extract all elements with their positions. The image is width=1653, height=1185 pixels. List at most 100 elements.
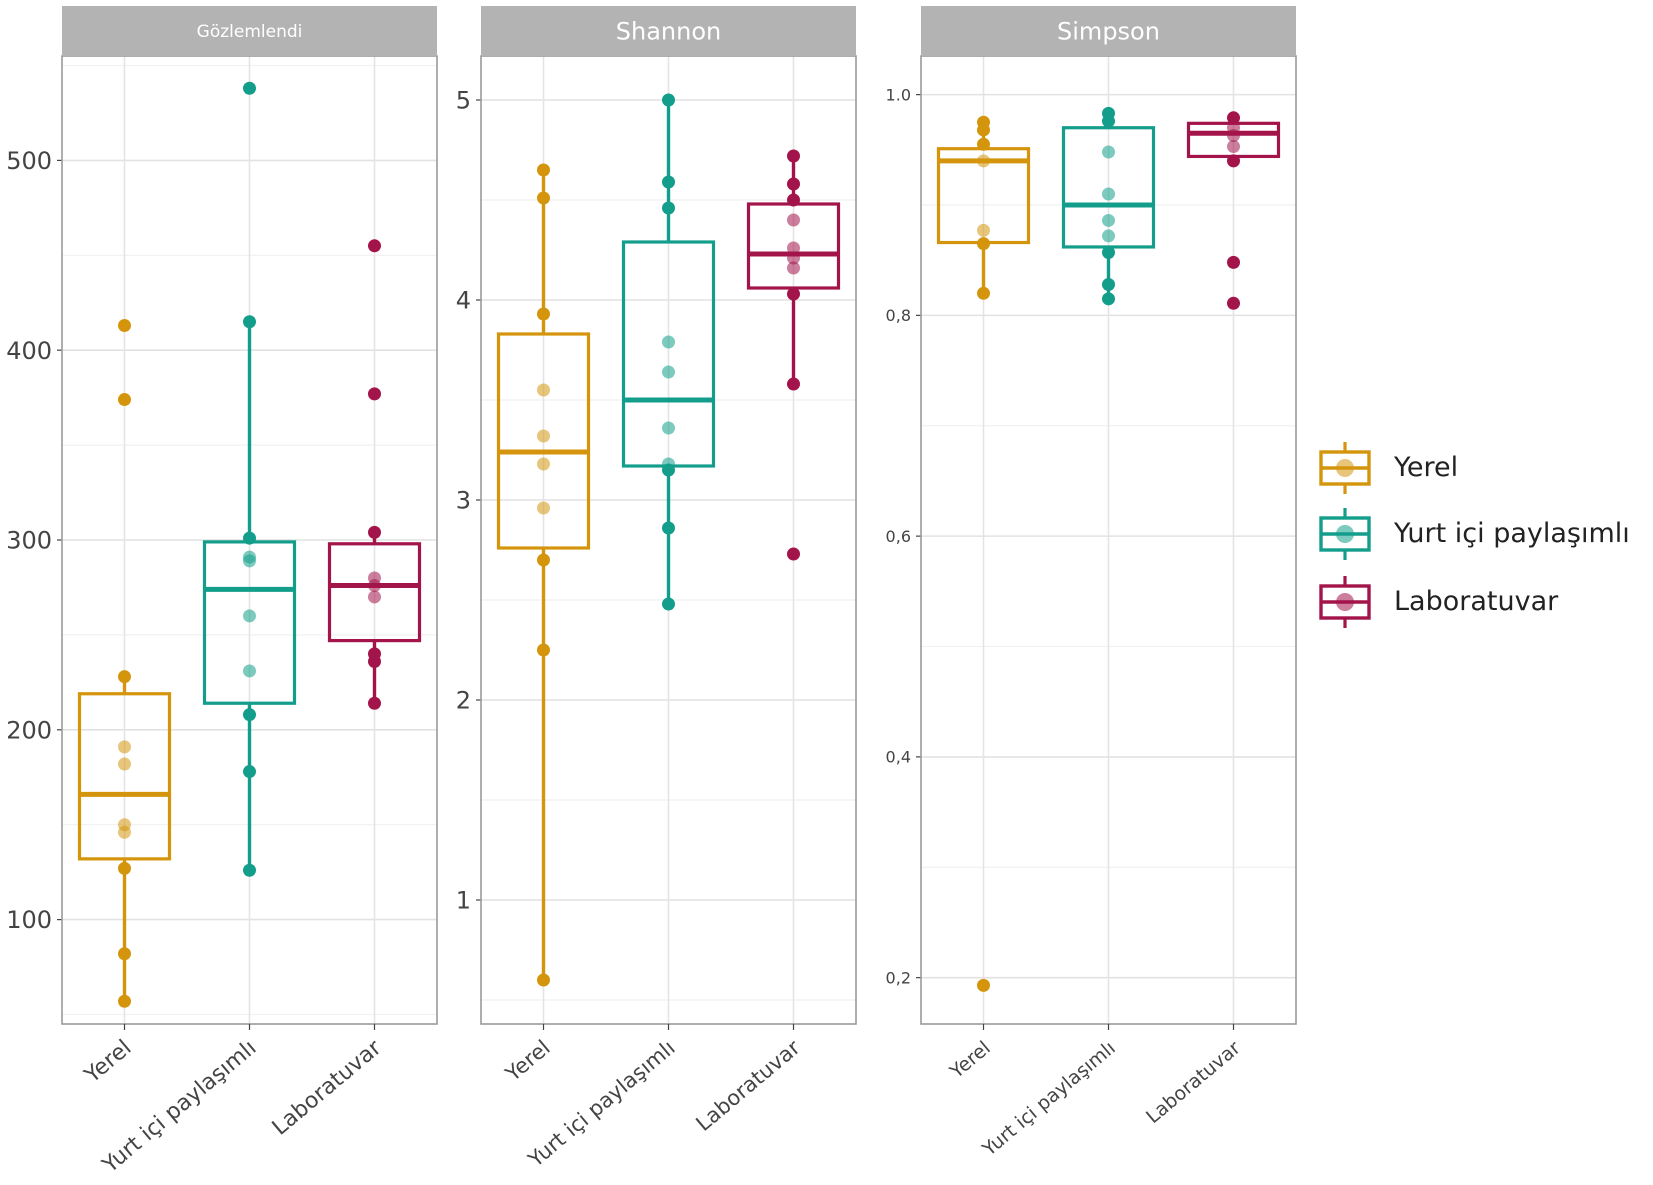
data-point bbox=[243, 554, 256, 568]
data-point bbox=[368, 579, 381, 593]
legend-key-laboratuvar bbox=[1319, 576, 1371, 628]
y-tick-label-simpson: 0,4 bbox=[886, 748, 911, 767]
facet-strip-title-gozlemlendi: Gözlemlendi bbox=[197, 22, 303, 42]
data-point bbox=[537, 163, 550, 177]
facet-strip-title-simpson: Simpson bbox=[1057, 18, 1160, 46]
data-point bbox=[368, 696, 381, 710]
data-point bbox=[1227, 111, 1240, 125]
y-tick-label-simpson: 0,2 bbox=[886, 968, 911, 987]
data-point bbox=[368, 525, 381, 539]
x-tick-label-yerel: Yerel bbox=[945, 1037, 994, 1084]
x-tick-label-laboratuvar: Laboratuvar bbox=[1142, 1037, 1245, 1128]
data-point bbox=[118, 740, 131, 754]
data-point bbox=[787, 177, 800, 191]
data-point bbox=[537, 973, 550, 987]
data-point bbox=[1102, 277, 1115, 291]
data-point bbox=[787, 377, 800, 391]
data-point bbox=[787, 547, 800, 561]
data-point bbox=[243, 531, 256, 545]
data-point bbox=[787, 149, 800, 163]
data-point bbox=[537, 457, 550, 471]
data-point bbox=[1227, 140, 1240, 154]
data-point bbox=[662, 597, 675, 611]
y-tick-label-shannon: 4 bbox=[456, 287, 471, 315]
legend-key-yurt-ici-paylasimli bbox=[1319, 508, 1371, 560]
data-point bbox=[118, 947, 131, 961]
legend-item-yerel: Yerel bbox=[1318, 440, 1648, 496]
data-point bbox=[243, 315, 256, 329]
x-tick-label-laboratuvar: Laboratuvar bbox=[268, 1035, 387, 1141]
data-point bbox=[787, 213, 800, 227]
facet-strip-title-shannon: Shannon bbox=[616, 18, 721, 46]
data-point bbox=[977, 978, 990, 992]
box-yerel bbox=[496, 163, 591, 987]
legend-label-laboratuvar: Laboratuvar bbox=[1394, 586, 1559, 617]
data-point bbox=[537, 191, 550, 205]
x-tick-label-yurt-ici-paylasimli: Yurt içi paylaşımlı bbox=[978, 1037, 1120, 1161]
box-yerel bbox=[77, 319, 172, 1008]
data-point bbox=[787, 241, 800, 255]
box-laboratuvar bbox=[327, 239, 422, 710]
data-point bbox=[368, 654, 381, 668]
legend-key-point bbox=[1336, 459, 1354, 477]
box-laboratuvar bbox=[746, 149, 841, 561]
legend-key-point bbox=[1336, 593, 1354, 611]
data-point bbox=[118, 994, 131, 1008]
y-tick-label-gozlemlendi: 500 bbox=[6, 147, 52, 175]
box-yurt-ici-paylasimli bbox=[202, 81, 297, 877]
y-tick-label-simpson: 0,6 bbox=[886, 527, 911, 546]
box-body bbox=[77, 692, 172, 861]
legend-item-yurt-ici-paylasimli: Yurt içi paylaşımlı bbox=[1318, 506, 1648, 562]
data-point bbox=[662, 521, 675, 535]
data-point bbox=[662, 421, 675, 435]
data-point bbox=[537, 643, 550, 657]
y-tick-label-simpson: 0,8 bbox=[886, 306, 911, 325]
data-point bbox=[368, 387, 381, 401]
data-point bbox=[1102, 187, 1115, 201]
data-point bbox=[1102, 213, 1115, 227]
data-point bbox=[243, 765, 256, 779]
box-body bbox=[496, 332, 591, 550]
data-point bbox=[1102, 245, 1115, 259]
x-tick-label-yerel: Yerel bbox=[79, 1035, 136, 1088]
data-point bbox=[1227, 154, 1240, 168]
data-point bbox=[537, 553, 550, 567]
data-point bbox=[118, 393, 131, 407]
data-point bbox=[537, 383, 550, 397]
box-body bbox=[327, 542, 422, 643]
data-point bbox=[662, 365, 675, 379]
data-point bbox=[243, 664, 256, 678]
data-point bbox=[537, 307, 550, 321]
data-point bbox=[1102, 145, 1115, 159]
data-point bbox=[537, 501, 550, 515]
data-point bbox=[1102, 114, 1115, 128]
data-point bbox=[662, 93, 675, 107]
y-tick-label-shannon: 2 bbox=[456, 687, 471, 715]
data-point bbox=[662, 175, 675, 189]
data-point bbox=[118, 861, 131, 875]
facet-strip bbox=[481, 6, 856, 56]
data-point bbox=[787, 261, 800, 275]
x-tick-label-yerel: Yerel bbox=[500, 1035, 554, 1086]
y-tick-label-shannon: 1 bbox=[456, 887, 471, 915]
data-point bbox=[118, 825, 131, 839]
data-point bbox=[118, 670, 131, 684]
y-tick-label-gozlemlendi: 300 bbox=[6, 527, 52, 555]
legend-item-laboratuvar: Laboratuvar bbox=[1318, 574, 1648, 630]
data-point bbox=[977, 223, 990, 237]
legend-key-point bbox=[1336, 525, 1354, 543]
data-point bbox=[787, 193, 800, 207]
y-tick-label-gozlemlendi: 100 bbox=[6, 906, 52, 934]
data-point bbox=[977, 123, 990, 137]
y-tick-label-shannon: 5 bbox=[456, 87, 471, 115]
data-point bbox=[977, 154, 990, 168]
data-point bbox=[243, 81, 256, 95]
data-point bbox=[787, 251, 800, 265]
data-point bbox=[1102, 292, 1115, 306]
data-point bbox=[977, 137, 990, 151]
y-tick-label-shannon: 3 bbox=[456, 487, 471, 515]
